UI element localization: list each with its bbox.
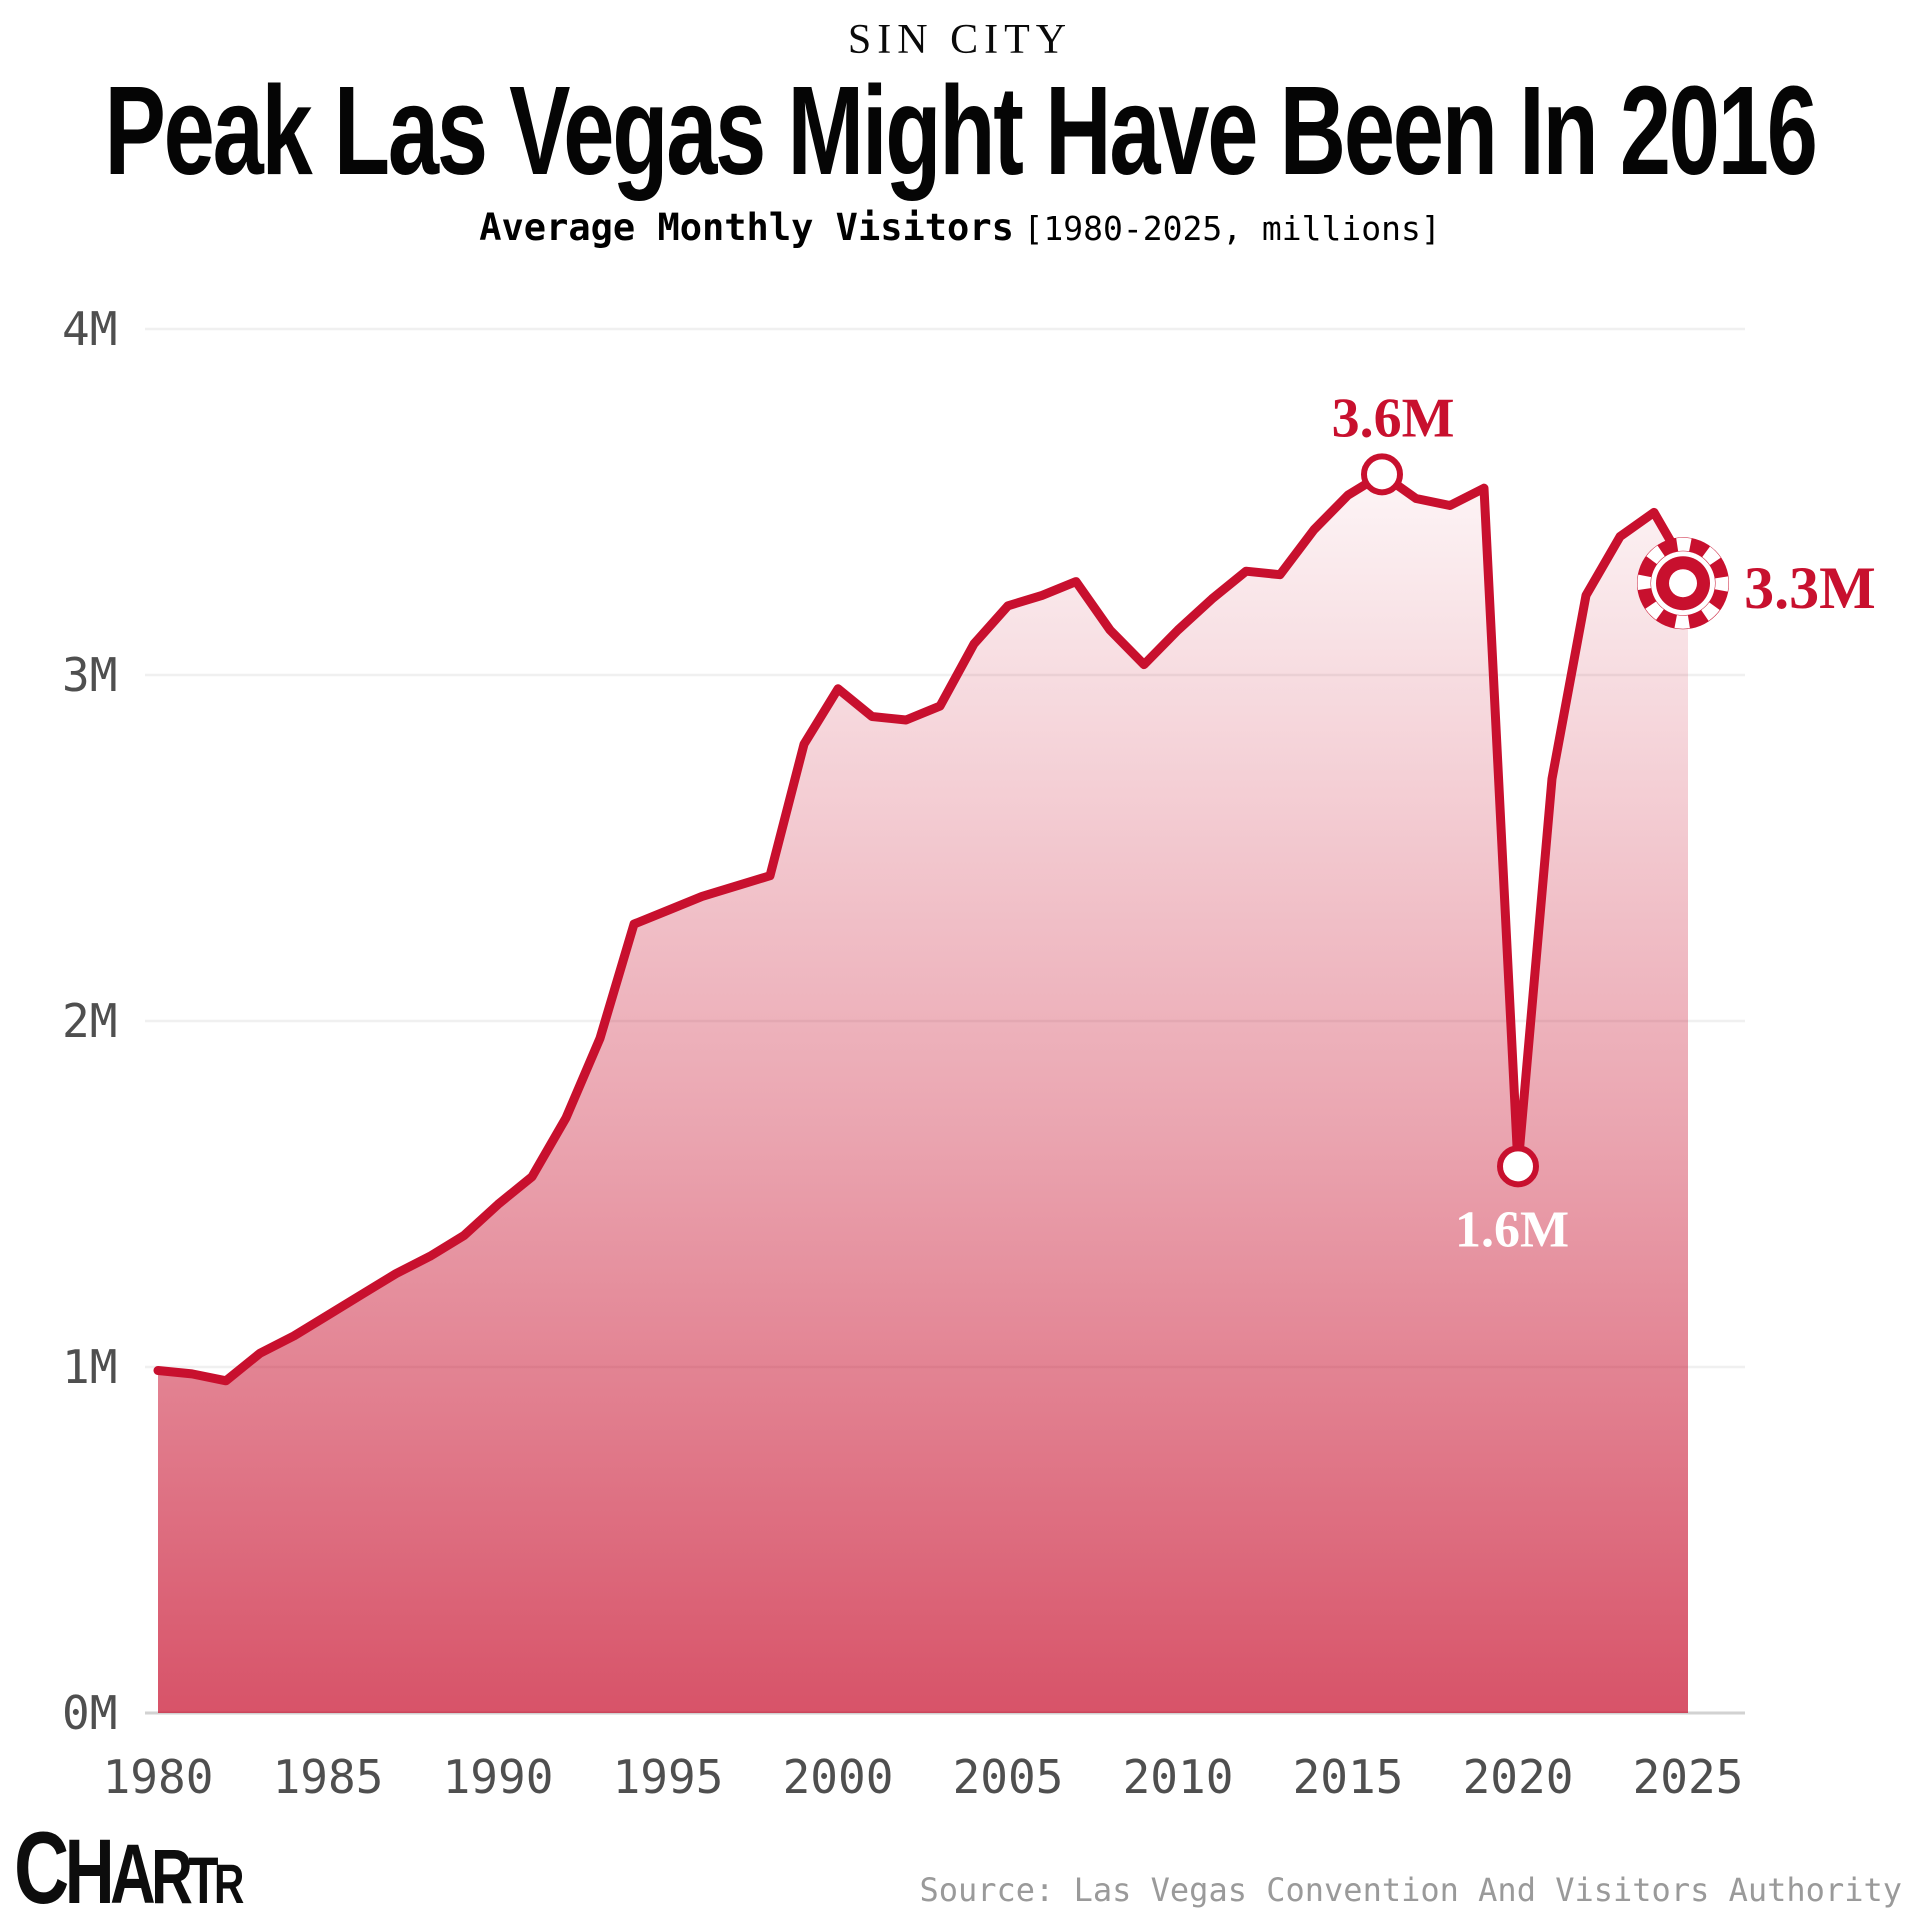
x-tick-label: 2015: [1293, 1750, 1404, 1804]
annotation-label: 3.6M: [1332, 387, 1455, 449]
peak-marker-circle: [1497, 1145, 1539, 1188]
y-tick-label: 1M: [62, 1340, 117, 1394]
y-tick-label: 4M: [62, 302, 117, 356]
casino-chip-icon: [1637, 537, 1729, 630]
source-credit: Source: Las Vegas Convention And Visitor…: [919, 1871, 1902, 1909]
x-tick-label: 1985: [273, 1750, 384, 1804]
x-tick-label: 2000: [783, 1750, 894, 1804]
x-tick-label: 1995: [613, 1750, 724, 1804]
area-fill-path: [158, 474, 1688, 1713]
chartr-logo: CHARTR: [14, 1817, 244, 1921]
subtitle: Average Monthly Visitors [1980-2025, mil…: [0, 206, 1920, 249]
chip-edge-dashes: [1637, 537, 1729, 629]
chartr-logo-letter: R: [151, 1834, 193, 1920]
annotation-label: 1.6M: [1455, 1201, 1569, 1258]
subtitle-note: [1980-2025, millions]: [1023, 209, 1441, 248]
chartr-logo-letter: T: [188, 1843, 218, 1917]
y-tick-label: 3M: [62, 648, 117, 702]
x-tick-label: 2020: [1463, 1750, 1574, 1804]
page-title: Peak Las Vegas Might Have Been In 2016: [104, 60, 1817, 201]
chartr-logo-letter: R: [214, 1852, 244, 1915]
data-line: [153, 469, 1693, 1386]
title-wrap: Peak Las Vegas Might Have Been In 2016: [0, 66, 1920, 196]
x-tick-label: 2025: [1633, 1750, 1744, 1804]
peak-marker-circle: [1361, 453, 1403, 496]
chartr-logo-letter: H: [64, 1821, 115, 1923]
visitors-line: [153, 469, 1693, 1386]
annotation-label: 3.3M: [1744, 555, 1876, 621]
chartr-logo-letter: A: [110, 1827, 155, 1921]
kicker: SIN CITY: [847, 17, 1073, 63]
axis-labels: 0M 1M 2M 3M 4M 1980 1985 1990 1995 2000 2005 2010 20…: [62, 302, 1743, 1804]
area-fill: [158, 474, 1688, 1713]
x-tick-label: 1990: [443, 1750, 554, 1804]
x-tick-label: 2005: [953, 1750, 1064, 1804]
chip-center: [1669, 569, 1697, 598]
annotations: 3.6M 1.6M 3.3M: [1332, 387, 1876, 1258]
subtitle-main: Average Monthly Visitors: [479, 206, 1014, 249]
y-tick-label: 0M: [62, 1686, 117, 1740]
x-tick-label: 2010: [1123, 1750, 1234, 1804]
header: SIN CITY Peak Las Vegas Might Have Been …: [0, 0, 1920, 249]
chartr-logo-letter: C: [14, 1811, 69, 1925]
y-tick-label: 2M: [62, 994, 117, 1048]
x-tick-label: 1980: [103, 1750, 214, 1804]
